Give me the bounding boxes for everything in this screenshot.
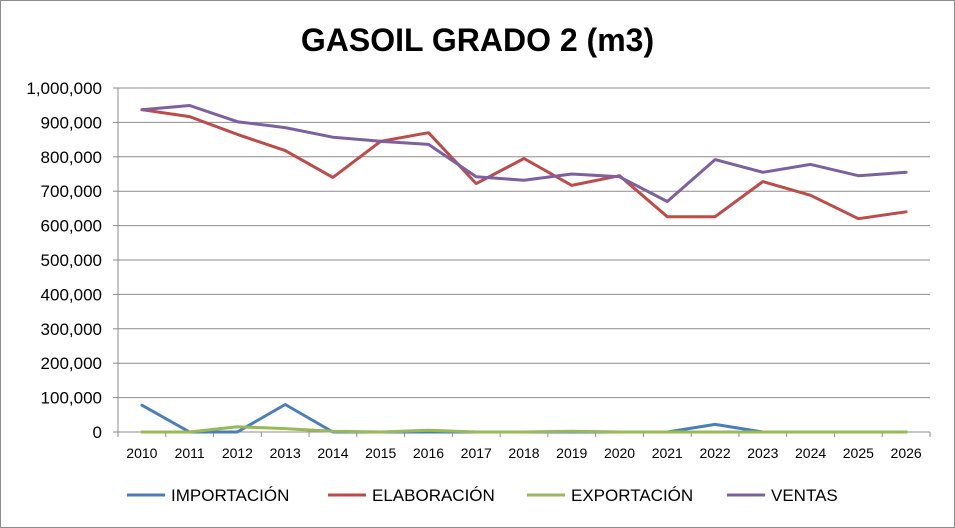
x-tick-label: 2020 [604,445,635,461]
x-tick-label: 2025 [843,445,874,461]
y-tick-label: 500,000 [41,251,102,270]
x-tick-label: 2011 [175,445,205,461]
series-line-exportación [140,425,908,434]
x-tick-label: 2016 [413,445,444,461]
x-tick-label: 2015 [365,445,396,461]
y-tick-label: 600,000 [41,217,102,236]
x-tick-label: 2022 [699,445,730,461]
x-tick-label: 2019 [556,445,587,461]
legend-label: EXPORTACIÓN [571,486,693,505]
y-axis-ticks: 0 100,000 200,000 300,000 400,000 500,000 600,… [26,79,118,442]
x-tick-label: 2010 [126,445,157,461]
x-axis-ticks: 2010 2011 2012 2013 2014 2015 2016 2017 2018 2019… [117,432,931,461]
x-tick-label: 2014 [317,445,348,461]
y-tick-label: 100,000 [41,389,102,408]
legend-label: IMPORTACIÓN [171,486,289,505]
y-tick-label: 700,000 [41,182,102,201]
y-tick-label: 300,000 [41,320,102,339]
y-tick-label: 200,000 [41,354,102,373]
x-tick-label: 2026 [891,445,922,461]
x-tick-label: 2023 [747,445,778,461]
series-lines [140,104,908,434]
y-tick-label: 1,000,000 [26,79,102,98]
legend-label: VENTAS [771,486,838,505]
x-tick-label: 2012 [222,445,253,461]
chart-title: GASOIL GRADO 2 (m3) [300,22,655,58]
y-tick-label: 400,000 [41,285,102,304]
y-tick-label: 0 [93,423,102,442]
y-tick-label: 900,000 [41,113,102,132]
x-tick-label: 2018 [508,445,539,461]
legend-label: ELABORACIÓN [372,486,495,505]
x-tick-label: 2021 [652,445,683,461]
legend: IMPORTACIÓN ELABORACIÓN EXPORTACIÓN VENTAS [127,486,838,505]
x-tick-label: 2013 [270,445,301,461]
x-tick-label: 2017 [461,445,492,461]
y-tick-label: 800,000 [41,148,102,167]
series-line-ventas [140,104,908,203]
series-line-elaboración [140,108,908,221]
x-tick-label: 2024 [795,445,826,461]
gridlines [118,87,930,399]
